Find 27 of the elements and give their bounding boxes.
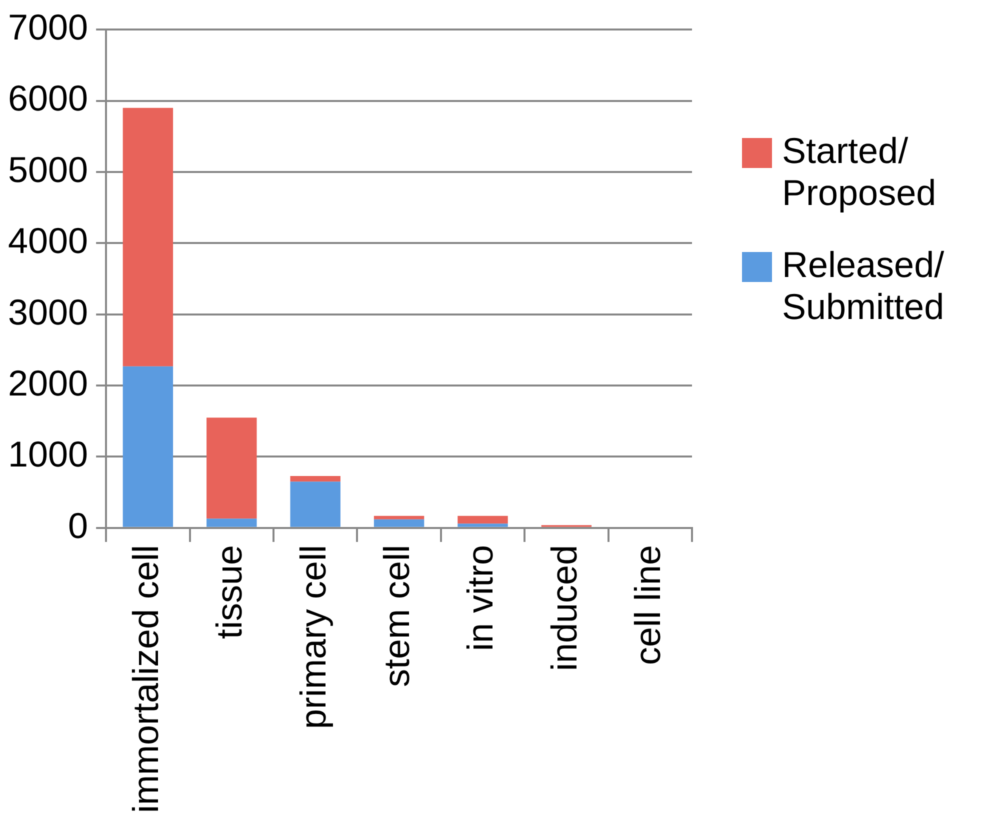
bar [458, 516, 508, 524]
y-tick-label: 3000 [8, 291, 88, 332]
y-tick-label: 4000 [8, 220, 88, 262]
x-tick-label: stem cell [376, 544, 417, 687]
y-tick-label: 2000 [8, 362, 88, 404]
bar [122, 108, 174, 366]
y-tick-label: 7000 [8, 6, 88, 48]
legend-label: Started/ Proposed [782, 130, 938, 214]
x-tick-label: in vitro [460, 544, 501, 651]
y-tick-label: 0 [68, 504, 88, 546]
bar [206, 518, 257, 527]
bar [290, 482, 340, 527]
x-tick-label: immortalized cell [124, 544, 166, 814]
bar [374, 516, 424, 520]
y-tick-label: 1000 [8, 434, 88, 475]
x-tick-label: primary cell [292, 544, 334, 729]
x-tick-label: induced [543, 544, 584, 672]
legend-label: Released/ Submitted [782, 244, 946, 328]
bar [290, 476, 340, 482]
bar [374, 519, 424, 527]
x-tick-label: tissue [208, 544, 250, 639]
x-tick-label: cell line [627, 544, 668, 665]
bar [206, 418, 257, 519]
bar [458, 524, 508, 527]
y-tick-label: 6000 [8, 78, 88, 119]
bar [122, 366, 174, 527]
y-tick-label: 5000 [8, 148, 88, 190]
